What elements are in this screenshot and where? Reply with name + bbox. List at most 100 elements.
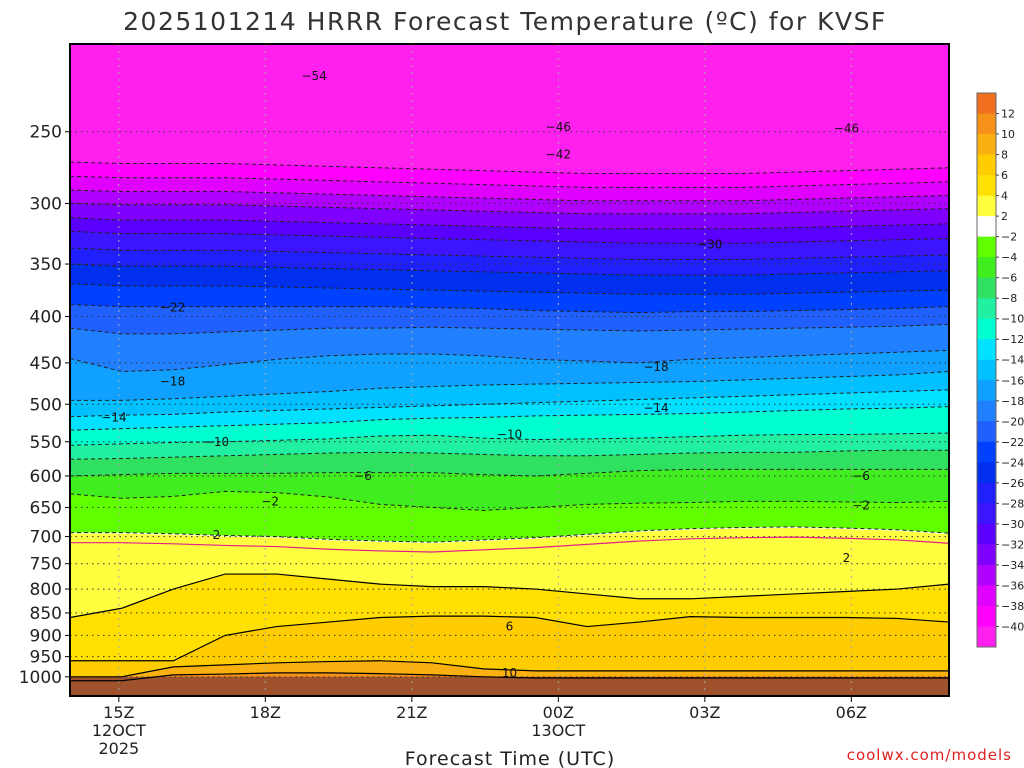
contour-label: −18: [643, 360, 668, 374]
colorbar-tick-label: −18: [1001, 395, 1024, 408]
contour-label: −2: [261, 494, 279, 508]
contour-label: −42: [546, 148, 571, 162]
contour-label: −10: [204, 435, 229, 449]
colorbar-swatch: [977, 626, 996, 648]
colorbar-tick-label: −12: [1001, 333, 1024, 346]
colorbar-tick-label: −22: [1001, 436, 1024, 449]
colorbar-swatch: [977, 564, 996, 586]
y-tick-label: 1000: [19, 668, 62, 688]
colorbar-swatch: [977, 113, 996, 135]
contour-freezing: [70, 536, 950, 553]
gridlines: [70, 44, 949, 696]
colorbar: 12 10 8 6 4 2 −2 −4 −6 −8 −10 −12 −14 −16 −18 −20 −22 −24…: [976, 92, 1024, 648]
colorbar-tick-label: −26: [1001, 477, 1024, 490]
plot-frame: [69, 43, 950, 697]
colorbar-swatch: [977, 482, 996, 504]
contour-label: −54: [302, 69, 327, 83]
x-tick-label: 15Z: [103, 703, 134, 722]
contour-label: −14: [101, 410, 126, 424]
x-tick-label: 2025: [98, 739, 139, 758]
colorbar-swatch: [977, 421, 996, 443]
contour-label: 6: [506, 620, 514, 634]
y-tick-label: 400: [30, 308, 62, 328]
colorbar-swatch: [977, 359, 996, 381]
colorbar-tick-label: 12: [1001, 108, 1015, 121]
colorbar-swatch: [977, 93, 996, 115]
y-tick-label: 600: [30, 467, 62, 487]
colorbar-tick-label: 10: [1001, 128, 1015, 141]
colorbar-swatch: [977, 216, 996, 238]
colorbar-swatch: [977, 462, 996, 484]
colorbar-tick-label: −32: [1001, 538, 1024, 551]
colorbar-tick-label: −2: [1001, 231, 1017, 244]
y-tick-label: 350: [30, 255, 62, 275]
contour-label: −10: [497, 428, 522, 442]
y-tick-label: 500: [30, 395, 62, 415]
x-tick-label: 12OCT: [92, 721, 146, 740]
contour-label: 10: [502, 666, 517, 680]
y-tick-label: 800: [30, 580, 62, 600]
contour-label: −30: [697, 237, 722, 251]
contour-label: −6: [852, 469, 870, 483]
x-axis-label: Forecast Time (UTC): [405, 748, 615, 768]
colorbar-tick-label: −16: [1001, 374, 1024, 387]
credit-text[interactable]: coolwx.com/models: [847, 746, 1012, 764]
y-tick-label: 700: [30, 528, 62, 548]
colorbar-swatch: [977, 585, 996, 607]
x-tick-label: 13OCT: [531, 721, 585, 740]
contour-label: −46: [834, 122, 859, 136]
colorbar-tick-label: −4: [1001, 251, 1017, 264]
colorbar-swatch: [977, 339, 996, 361]
colorbar-tick-label: −20: [1001, 415, 1024, 428]
contour-lines: [69, 161, 950, 682]
colorbar-tick-label: −38: [1001, 600, 1024, 613]
x-tick-label: 00Z: [543, 703, 574, 722]
contour-10: [70, 672, 949, 682]
colorbar-tick-label: −28: [1001, 497, 1024, 510]
x-tick-label: 03Z: [689, 703, 720, 722]
colorbar-swatch: [977, 154, 996, 176]
ground-fill: [70, 676, 949, 696]
plot-area: [70, 44, 949, 697]
colorbar-swatch: [977, 544, 996, 566]
y-tick-label: 750: [30, 555, 62, 575]
colorbar-swatch: [977, 195, 996, 217]
colorbar-swatch: [977, 277, 996, 299]
contour-label: −6: [354, 469, 372, 483]
contour-4: [69, 573, 950, 619]
colorbar-swatch: [977, 503, 996, 525]
colorbar-tick-label: 2: [1001, 210, 1008, 223]
colorbar-tick-label: −6: [1001, 272, 1017, 285]
colorbar-swatch: [977, 380, 996, 402]
contour-label: 2: [843, 551, 851, 565]
y-tick-label: 950: [30, 648, 62, 668]
y-tick-label: 300: [30, 194, 62, 214]
colorbar-swatch: [977, 441, 996, 463]
colorbar-swatch: [977, 605, 996, 627]
colorbar-swatch: [977, 175, 996, 197]
contour-label: −2: [852, 499, 870, 513]
contour-label: −46: [546, 120, 571, 134]
contour-label: −22: [160, 301, 185, 315]
contour-label: −18: [160, 375, 185, 389]
contour-6: [70, 615, 950, 662]
x-tick-label: 18Z: [250, 703, 281, 722]
colorbar-tick-label: −36: [1001, 579, 1024, 592]
colorbar-swatch: [977, 298, 996, 320]
colorbar-tick-label: −30: [1001, 518, 1024, 531]
colorbar-tick-label: 8: [1001, 149, 1008, 162]
x-tick-label: 21Z: [396, 703, 427, 722]
colorbar-tick-label: −10: [1001, 313, 1024, 326]
contour-m18: [69, 349, 950, 372]
y-tick-label: 850: [30, 604, 62, 624]
contour-8: [70, 660, 949, 678]
contour-label: 2: [213, 528, 221, 542]
y-tick-label: 250: [30, 123, 62, 143]
colorbar-tick-label: −14: [1001, 354, 1024, 367]
colorbar-swatch: [977, 134, 996, 156]
y-tick-label: 450: [30, 354, 62, 374]
colorbar-tick-label: −24: [1001, 456, 1024, 469]
